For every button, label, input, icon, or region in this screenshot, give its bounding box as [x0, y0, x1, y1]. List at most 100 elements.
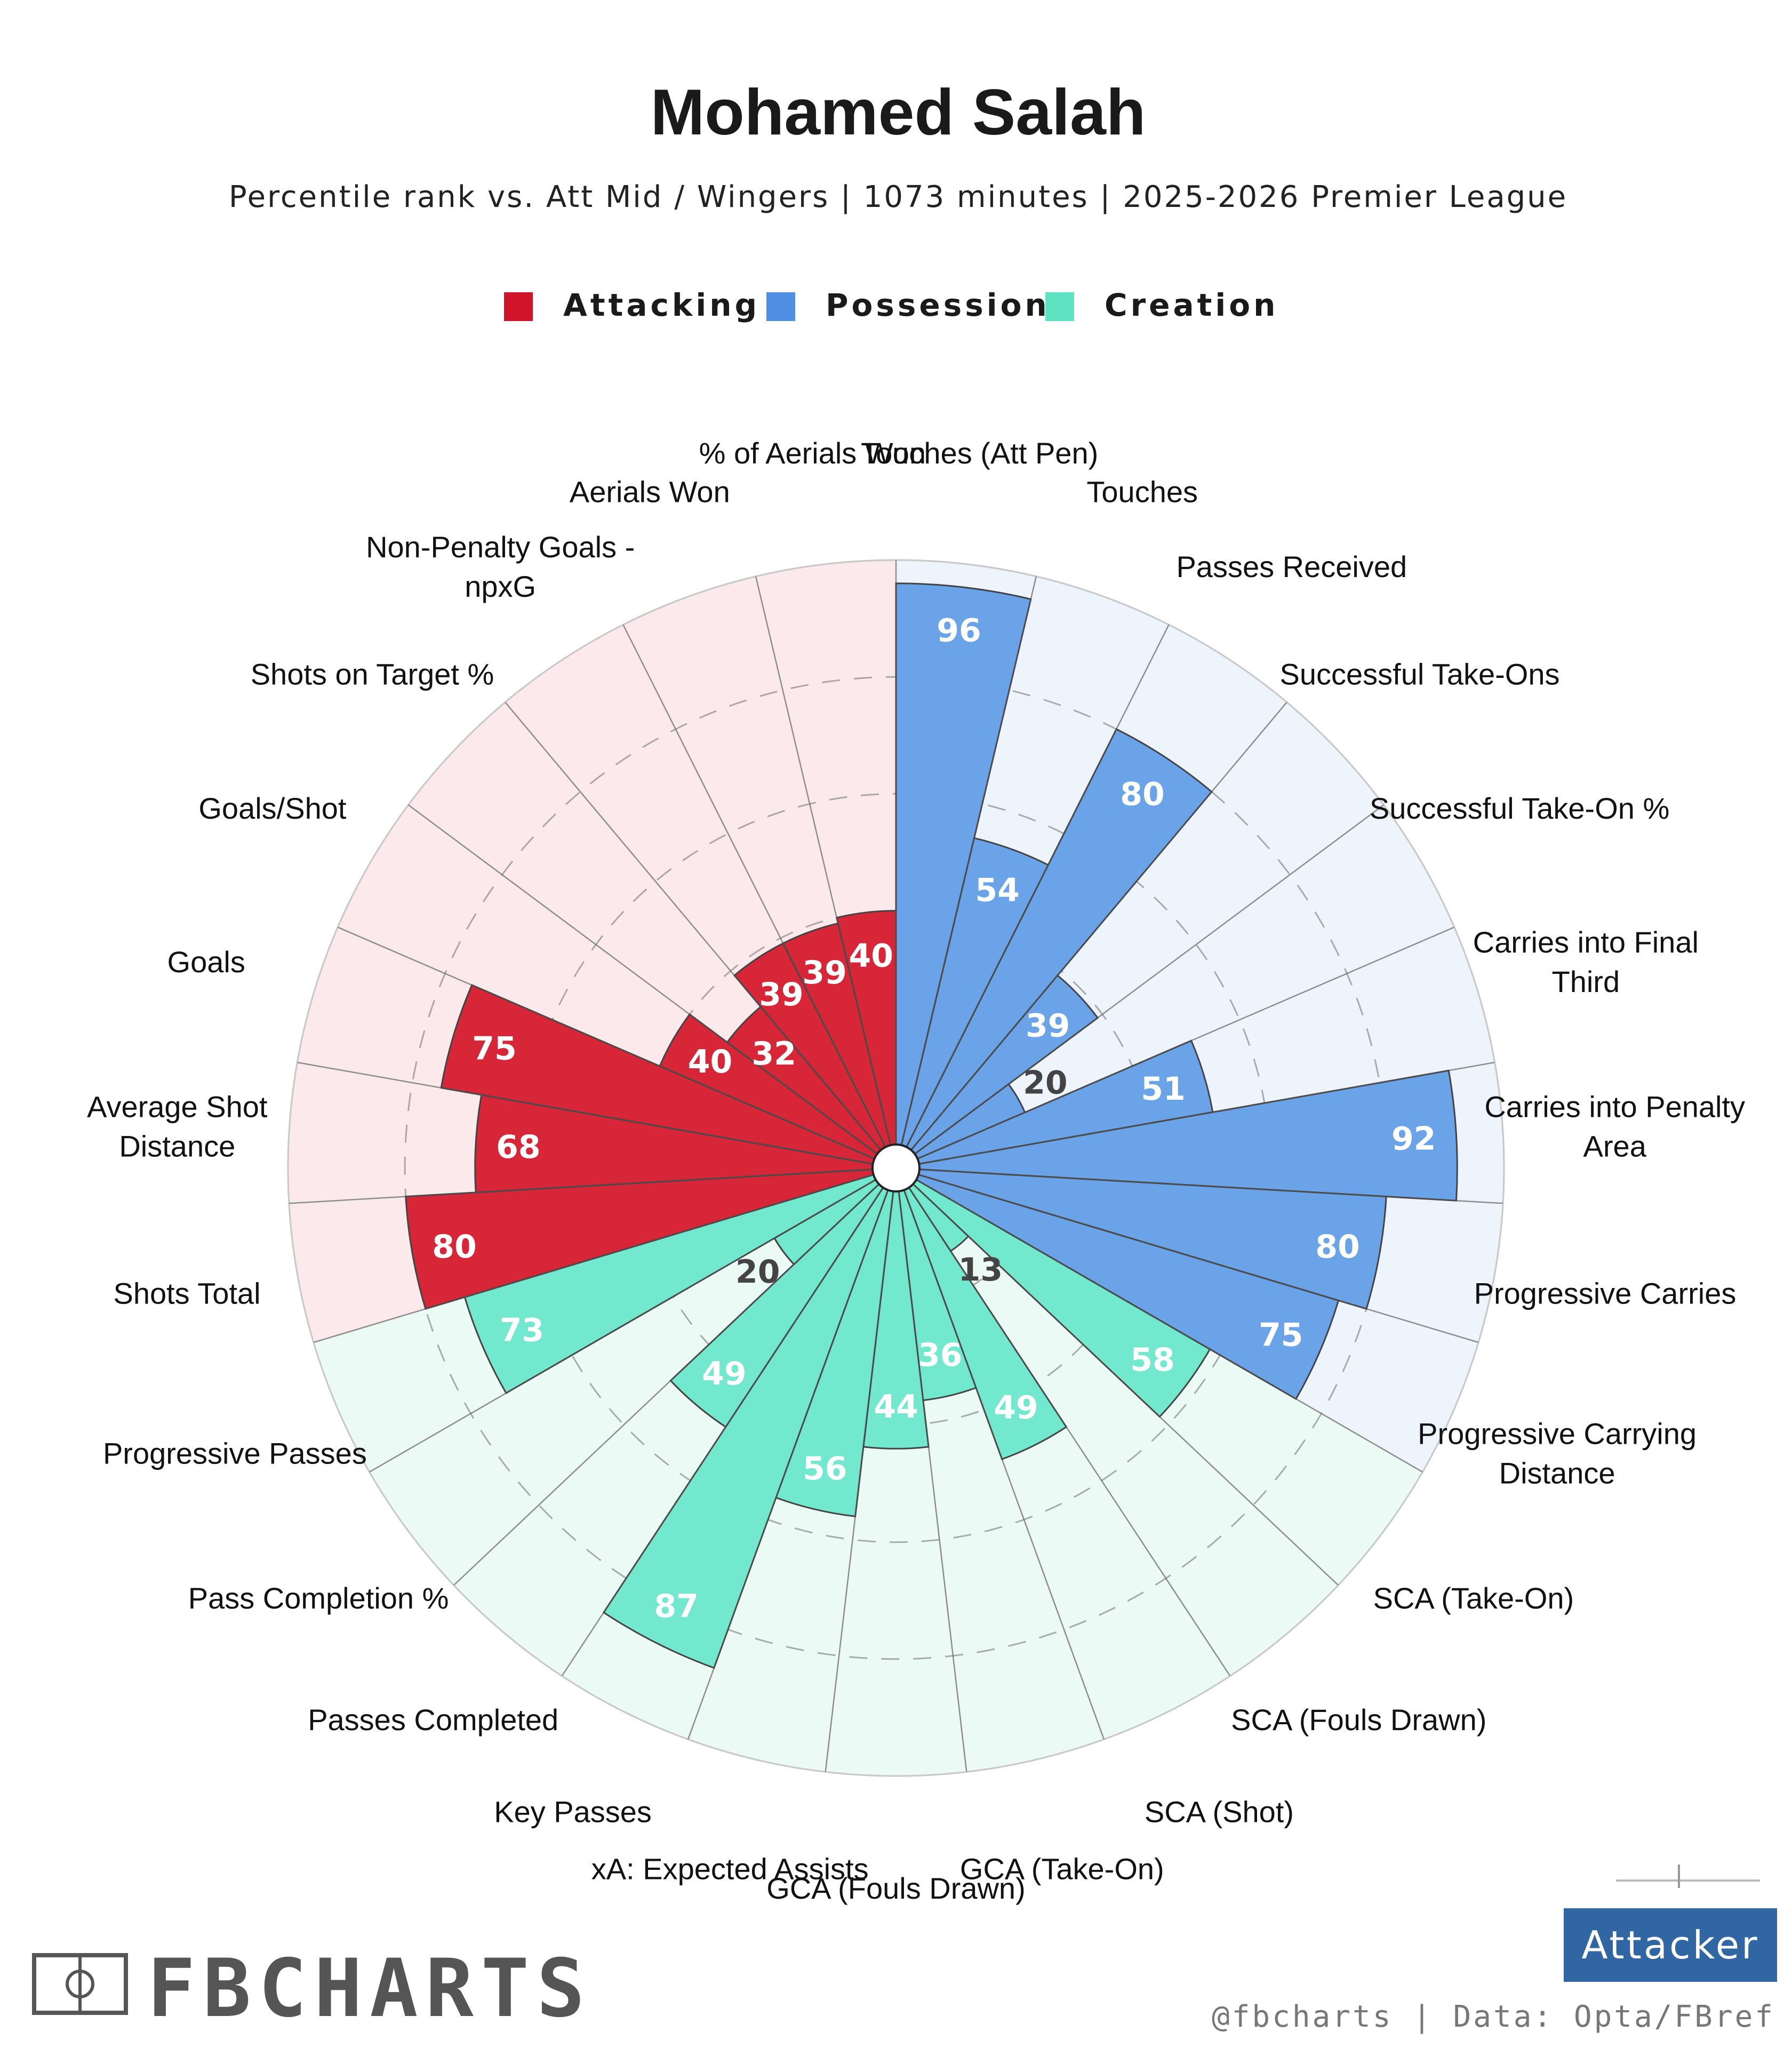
- spoke: [895, 624, 1170, 1169]
- value-label-sca-take-on: 58: [1130, 1341, 1175, 1379]
- spoke: [895, 576, 1037, 1169]
- value-label-goals-shot: 40: [688, 1043, 733, 1081]
- value-label-successful-take-on: 20: [1023, 1064, 1068, 1101]
- value-label-carries-into-penalty-area: 92: [1391, 1121, 1436, 1158]
- value-label-xa-expected-assists: 56: [803, 1450, 847, 1487]
- spoke: [895, 702, 1287, 1169]
- legend: Attacking Possession Creation: [504, 287, 1278, 323]
- category-label-gca-fouls-drawn: GCA (Fouls Drawn): [766, 1871, 1025, 1905]
- value-label-successful-take-ons: 39: [1026, 1007, 1070, 1044]
- value-label-gca-fouls-drawn: 44: [874, 1388, 918, 1426]
- value-label-progressive-carrying-distance: 75: [1259, 1316, 1303, 1354]
- spoke: [895, 1167, 1479, 1343]
- spoke: [895, 1062, 1495, 1169]
- spoke: [895, 1167, 1105, 1740]
- value-label-touches: 54: [975, 872, 1020, 909]
- value-label-sca-fouls-drawn: 13: [958, 1251, 1003, 1289]
- category-label-aerials-won: Aerials Won: [570, 475, 730, 508]
- category-label-goals-shot: Goals/Shot: [198, 791, 346, 825]
- spoke: [895, 1167, 1339, 1586]
- category-labels: Touches (Att Pen) Touches Passes Received S…: [87, 436, 1745, 1905]
- category-label-touches-att-pen: Touches (Att Pen): [861, 436, 1098, 470]
- spoke: [687, 1167, 897, 1740]
- value-label-shots-total: 80: [432, 1228, 477, 1266]
- category-label-pass-completion: Pass Completion %: [188, 1581, 449, 1615]
- legend-swatch-attacking: [504, 292, 533, 321]
- category-label-of-aerials-won: % of Aerials Won: [699, 436, 926, 470]
- category-label-successful-take-on: Successful Take-On %: [1370, 791, 1669, 825]
- spoke: [313, 1167, 897, 1343]
- value-label-key-passes: 87: [654, 1588, 699, 1625]
- brand-logo: FBCHARTS: [32, 1942, 592, 2035]
- spoke: [408, 804, 897, 1169]
- value-label-sca-shot: 49: [994, 1389, 1038, 1427]
- category-label-gca-take-on: GCA (Take-On): [960, 1852, 1164, 1886]
- category-label-sca-take-on: SCA (Take-On): [1373, 1581, 1574, 1615]
- category-label-passes-received: Passes Received: [1176, 550, 1407, 583]
- position-badge-label: Attacker: [1581, 1923, 1759, 1967]
- spoke: [895, 1167, 1423, 1473]
- legend-label-possession: Possession: [826, 287, 1050, 323]
- value-bars: [405, 582, 1458, 1669]
- legend-swatch-creation: [1045, 292, 1074, 321]
- value-label-shots-on-target: 32: [751, 1035, 796, 1073]
- value-label-pass-completion: 20: [735, 1253, 780, 1291]
- data-credit: @fbcharts | Data: Opta/FBref: [1212, 1999, 1775, 2034]
- category-label-successful-take-ons: Successful Take-Ons: [1280, 658, 1560, 691]
- category-label-goals: Goals: [167, 945, 245, 979]
- category-label-passes-completed: Passes Completed: [308, 1703, 558, 1737]
- value-label-aerials-won: 39: [802, 954, 847, 991]
- value-label-gca-take-on: 36: [918, 1337, 963, 1374]
- legend-label-creation: Creation: [1105, 287, 1278, 323]
- category-label-xa-expected-assists: xA: Expected Assists: [591, 1852, 869, 1886]
- category-label-progressive-carries: Progressive Carries: [1474, 1276, 1737, 1310]
- chart-subtitle: Percentile rank vs. Att Mid / Wingers | …: [229, 180, 1567, 214]
- legend-label-attacking: Attacking: [563, 287, 760, 323]
- spoke: [289, 1167, 897, 1204]
- category-label-average-shot-distance: Average Shot Distance: [87, 1090, 268, 1163]
- spoke: [561, 1167, 897, 1677]
- spoke: [895, 1167, 1231, 1677]
- category-label-sca-shot: SCA (Shot): [1145, 1795, 1294, 1828]
- spoke: [622, 624, 897, 1169]
- category-label-key-passes: Key Passes: [494, 1795, 652, 1828]
- category-label-carries-into-final-third: Carries into Final Third: [1473, 925, 1699, 998]
- value-label-of-aerials-won: 40: [849, 937, 894, 974]
- value-label-carries-into-final-third: 51: [1141, 1070, 1186, 1108]
- value-label-passes-received: 80: [1120, 776, 1165, 813]
- center-hole: [871, 1143, 921, 1193]
- value-label-average-shot-distance: 68: [496, 1129, 541, 1166]
- spoke: [895, 926, 1455, 1169]
- spoke: [505, 702, 897, 1169]
- spoke: [453, 1167, 897, 1586]
- spoke: [755, 576, 897, 1169]
- spoke: [369, 1167, 897, 1473]
- pitch-icon-centre-circle: [66, 1970, 94, 1998]
- value-label-touches-att-pen: 96: [937, 612, 981, 650]
- legend-swatch-possession: [766, 292, 795, 321]
- category-label-progressive-carrying-distance: Progressive Carrying Distance: [1418, 1417, 1697, 1490]
- value-label-progressive-passes: 73: [500, 1312, 545, 1349]
- category-label-touches: Touches: [1086, 475, 1198, 508]
- value-label-progressive-carries: 80: [1315, 1228, 1360, 1266]
- chart-title: Mohamed Salah: [651, 76, 1146, 148]
- category-label-non-penalty-goals-npxg: Non-Penalty Goals -npxG: [366, 530, 635, 603]
- spoke: [895, 1167, 967, 1772]
- brand-wordmark: FBCHARTS: [147, 1942, 592, 2035]
- category-label-carries-into-penalty-area: Carries into Penalty Area: [1484, 1090, 1745, 1163]
- spoke: [895, 1167, 1503, 1204]
- value-label-passes-completed: 49: [702, 1355, 747, 1393]
- category-label-shots-total: Shots Total: [113, 1276, 260, 1310]
- position-badge: [1564, 1908, 1777, 1982]
- spoke: [825, 1167, 897, 1772]
- category-label-progressive-passes: Progressive Passes: [103, 1437, 367, 1470]
- category-label-sca-fouls-drawn: SCA (Fouls Drawn): [1231, 1703, 1486, 1737]
- value-label-non-penalty-goals-npxg: 39: [759, 976, 804, 1013]
- category-label-shots-on-target: Shots on Target %: [251, 658, 494, 691]
- spokes: [289, 560, 1503, 1772]
- spoke: [337, 926, 897, 1169]
- value-label-goals: 75: [472, 1030, 517, 1068]
- spoke: [895, 804, 1384, 1169]
